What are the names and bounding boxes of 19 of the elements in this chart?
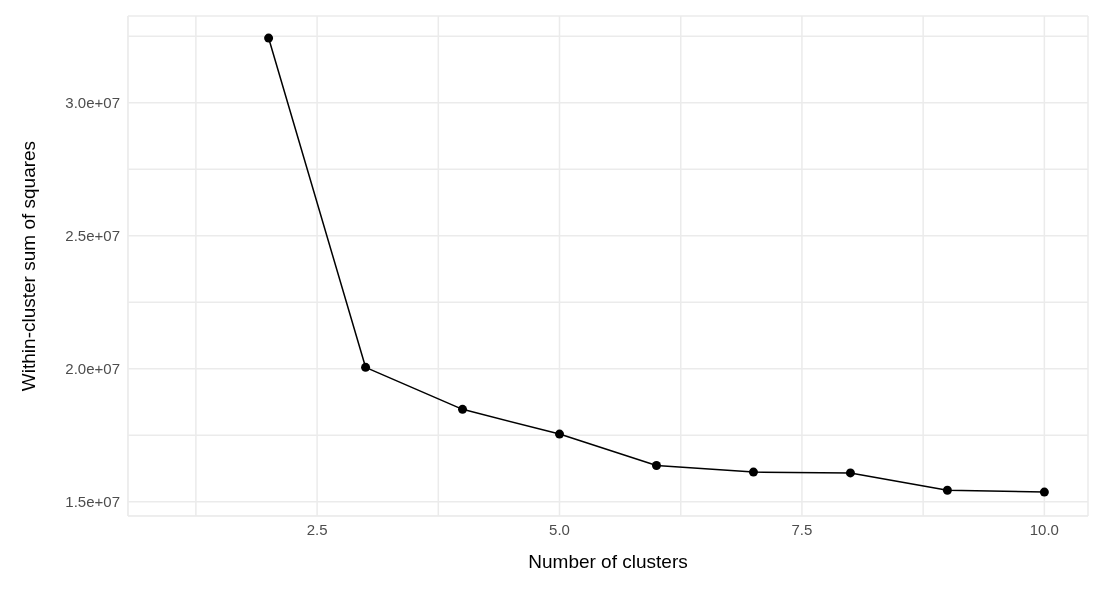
x-axis-title: Number of clusters bbox=[528, 551, 688, 572]
point bbox=[555, 429, 565, 439]
point bbox=[264, 33, 274, 43]
y-tick-label: 2.0e+07 bbox=[65, 359, 120, 377]
y-tick-label: 1.5e+07 bbox=[65, 492, 120, 510]
point bbox=[845, 468, 855, 478]
point bbox=[942, 485, 952, 495]
point bbox=[458, 404, 468, 414]
x-tick-label: 10.0 bbox=[1029, 520, 1059, 538]
x-tick-label: 7.5 bbox=[791, 520, 813, 538]
y-tick-label: 2.5e+07 bbox=[65, 227, 120, 245]
x-tick-label: 2.5 bbox=[306, 520, 328, 538]
x-tick-label: 5.0 bbox=[549, 520, 570, 538]
point bbox=[361, 362, 371, 372]
point bbox=[1039, 487, 1049, 497]
y-axis-title: Within-cluster sum of squares bbox=[17, 140, 39, 392]
point bbox=[651, 460, 661, 470]
point bbox=[748, 467, 758, 477]
y-tick-label: 3.0e+07 bbox=[65, 94, 120, 112]
